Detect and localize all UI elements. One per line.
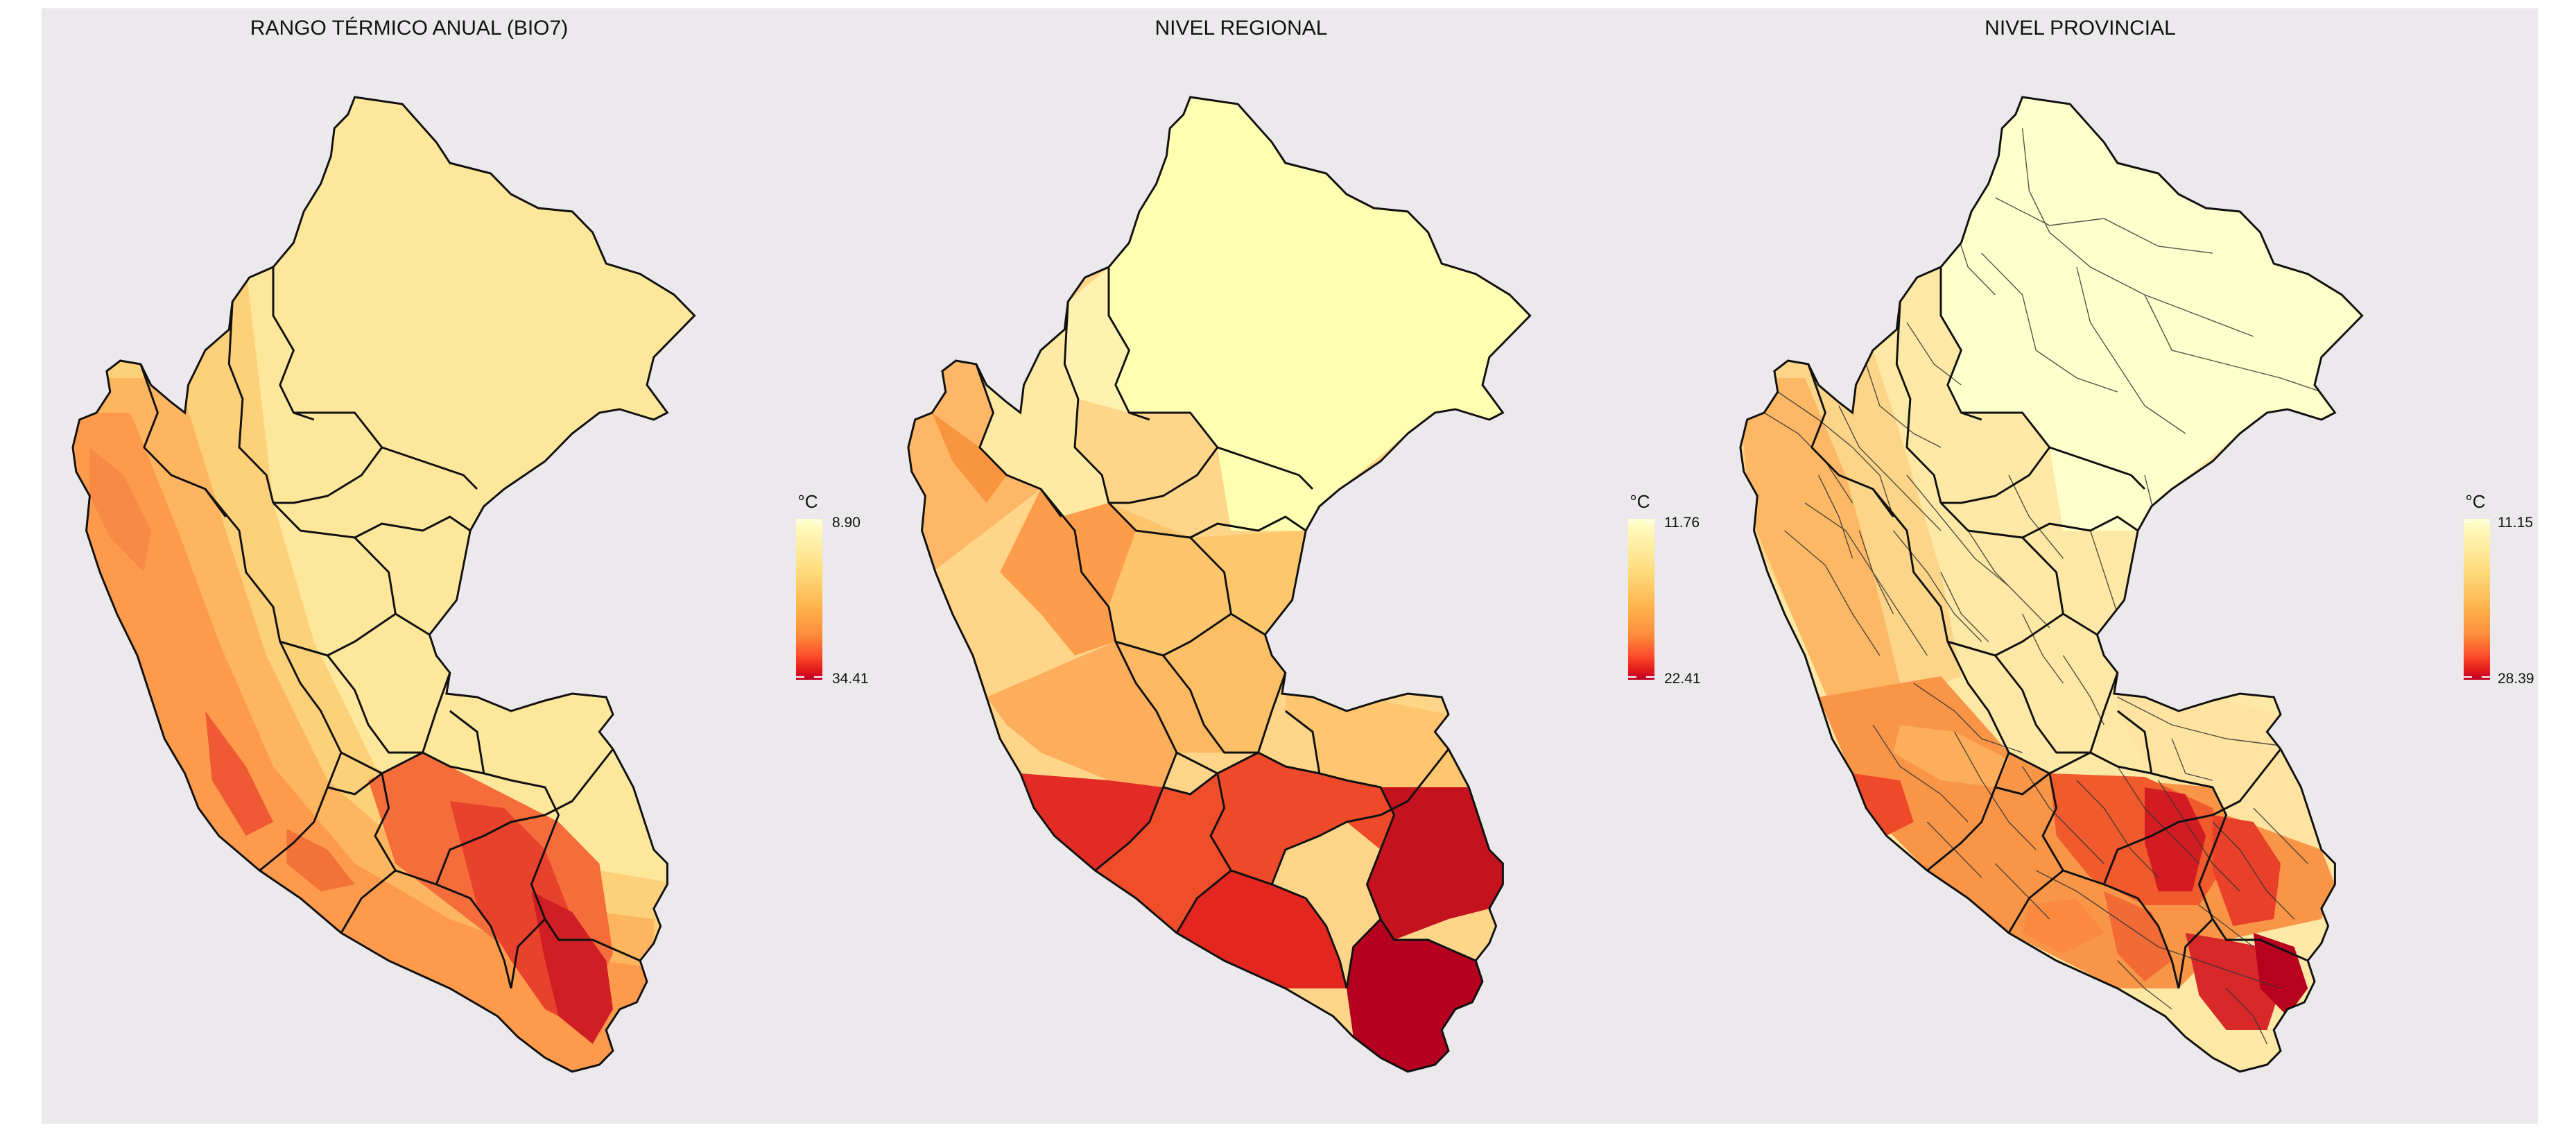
legend-colorbar (1628, 519, 1654, 680)
legend-colorbar (796, 519, 822, 680)
legend-min-label: 11.76 (1664, 515, 1700, 531)
panel-title: NIVEL PROVINCIAL (1985, 17, 2176, 40)
legend-unit: °C (1630, 491, 1650, 512)
panel-title: NIVEL REGIONAL (1155, 17, 1328, 40)
legend-max-label: 34.41 (832, 671, 869, 687)
legend-colorbar (2464, 519, 2490, 680)
legend-max-label: 22.41 (1664, 671, 1701, 687)
legend-unit: °C (797, 491, 818, 512)
legend-unit: °C (2465, 491, 2485, 512)
legend-max-label: 28.39 (2498, 671, 2534, 687)
legend-min-label: 8.90 (832, 515, 861, 531)
legend-min-label: 11.15 (2498, 515, 2533, 531)
panel-title: RANGO TÉRMICO ANUAL (BIO7) (250, 17, 568, 40)
